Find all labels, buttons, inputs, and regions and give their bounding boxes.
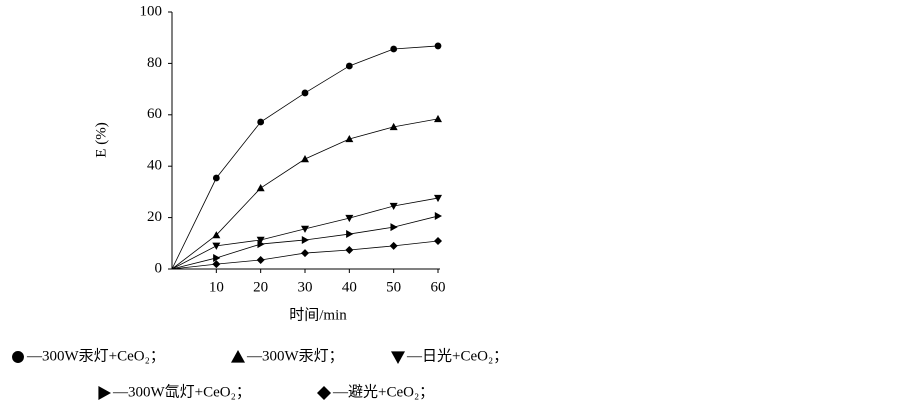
x-tick-label: 20 <box>253 279 268 295</box>
marker <box>301 89 309 97</box>
series-line <box>171 197 439 270</box>
marker <box>301 249 309 258</box>
marker <box>434 236 442 245</box>
y-tick-label: 80 <box>147 55 162 71</box>
legend-label: —日光+CeO₂； <box>406 347 508 364</box>
x-axis-label: 时间/min <box>289 306 347 323</box>
y-tick-label: 0 <box>155 260 163 276</box>
series-line <box>171 118 439 270</box>
y-tick-label: 20 <box>147 209 162 225</box>
marker <box>434 114 442 123</box>
y-tick-label: 40 <box>147 158 162 174</box>
marker <box>213 253 221 262</box>
marker <box>256 256 265 265</box>
marker <box>390 45 398 53</box>
marker <box>212 174 220 182</box>
legend-label: —300W氙灯+CeO₂； <box>112 383 251 400</box>
x-tick-label: 10 <box>209 279 224 295</box>
marker <box>389 122 398 131</box>
marker <box>257 118 265 126</box>
marker <box>346 230 354 239</box>
x-tick-label: 30 <box>298 279 313 295</box>
marker <box>345 245 354 254</box>
legend-marker <box>231 350 245 363</box>
marker <box>212 260 221 269</box>
marker <box>256 184 265 192</box>
marker <box>434 42 442 50</box>
marker <box>345 214 354 223</box>
marker <box>257 240 265 249</box>
legend-label: —300W汞灯+CeO₂； <box>26 347 165 364</box>
x-tick-label: 60 <box>431 279 446 295</box>
marker <box>301 155 309 163</box>
marker <box>390 223 398 232</box>
marker <box>389 241 398 250</box>
y-axis-label: E (%) <box>93 122 109 157</box>
legend-marker <box>317 386 331 400</box>
marker <box>212 242 221 250</box>
y-tick-label: 100 <box>140 3 163 19</box>
marker <box>212 231 221 239</box>
legend-marker <box>391 351 405 364</box>
x-tick-label: 50 <box>386 279 401 295</box>
marker <box>434 194 442 203</box>
legend-marker <box>12 351 24 363</box>
marker <box>345 134 354 143</box>
legend-marker <box>98 386 111 400</box>
marker <box>434 212 442 221</box>
marker <box>389 202 398 211</box>
legend-label: —300W汞灯； <box>246 347 344 364</box>
marker <box>301 235 309 244</box>
x-tick-label: 40 <box>342 279 357 295</box>
series-line <box>171 215 439 270</box>
marker <box>345 62 353 70</box>
legend-label: —避光+CeO₂； <box>332 383 434 400</box>
y-tick-label: 60 <box>147 106 162 122</box>
marker <box>301 225 309 233</box>
marker <box>256 236 265 244</box>
